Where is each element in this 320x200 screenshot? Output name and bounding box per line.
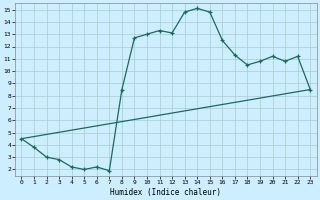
X-axis label: Humidex (Indice chaleur): Humidex (Indice chaleur) bbox=[110, 188, 221, 197]
